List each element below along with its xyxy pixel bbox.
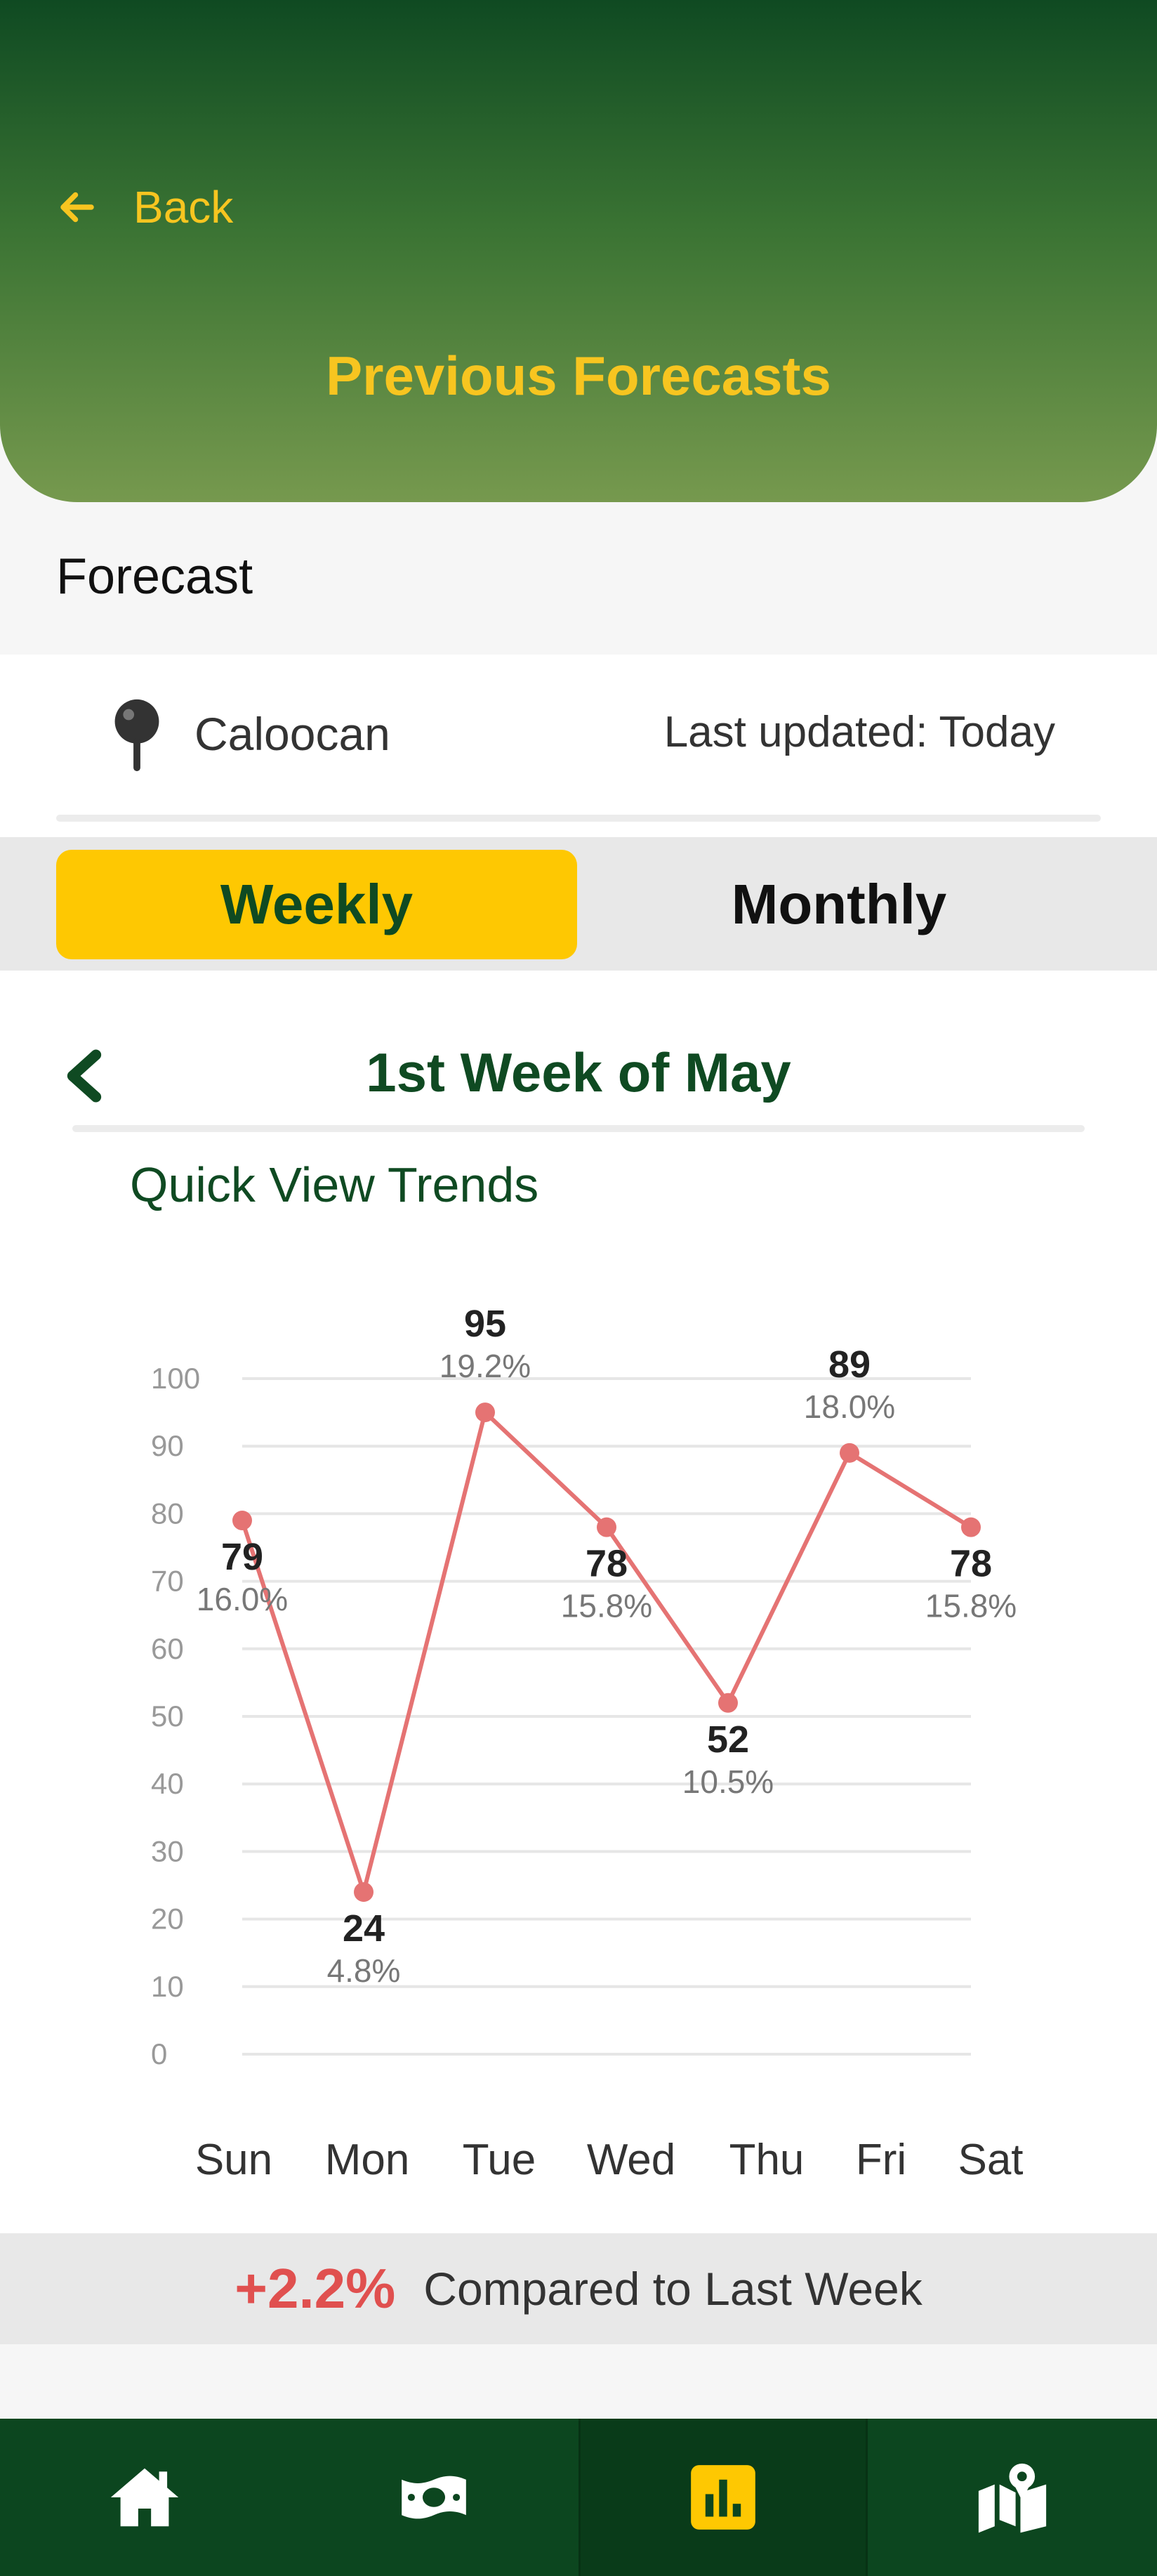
y-tick-label: 30 bbox=[151, 1834, 184, 1867]
week-navigator: 1st Week of May bbox=[0, 1013, 1157, 1139]
data-value-label: 95 bbox=[464, 1303, 506, 1345]
data-point bbox=[232, 1511, 252, 1531]
data-value-label: 78 bbox=[950, 1543, 992, 1585]
x-tick-label: Tue bbox=[463, 2136, 536, 2184]
data-value-label: 79 bbox=[221, 1536, 263, 1578]
nav-map[interactable] bbox=[868, 2419, 1157, 2576]
nav-home[interactable] bbox=[0, 2419, 289, 2576]
period-tabs: Weekly Monthly bbox=[0, 837, 1157, 971]
chart-title: Quick View Trends bbox=[130, 1157, 539, 1212]
data-percent-label: 15.8% bbox=[925, 1588, 1017, 1624]
data-percent-label: 15.8% bbox=[561, 1588, 652, 1624]
data-point bbox=[354, 1882, 373, 1903]
section-label: Forecast bbox=[56, 548, 253, 605]
data-value-label: 89 bbox=[828, 1343, 871, 1386]
data-point bbox=[840, 1443, 859, 1463]
location-row: Caloocan Last updated: Today bbox=[0, 655, 1157, 817]
tab-weekly[interactable]: Weekly bbox=[56, 850, 577, 959]
y-tick-label: 60 bbox=[151, 1632, 184, 1665]
page-title: Previous Forecasts bbox=[326, 345, 831, 407]
y-tick-label: 90 bbox=[151, 1429, 184, 1462]
data-point bbox=[475, 1402, 495, 1423]
forecast-card: Caloocan Last updated: Today Weekly Mont… bbox=[0, 655, 1157, 2344]
divider bbox=[72, 1125, 1085, 1132]
y-tick-label: 10 bbox=[151, 1970, 184, 2003]
comparison-bar: +2.2% Compared to Last Week bbox=[0, 2233, 1157, 2344]
y-tick-label: 100 bbox=[151, 1362, 200, 1395]
data-value-label: 24 bbox=[343, 1907, 385, 1950]
y-tick-label: 40 bbox=[151, 1767, 184, 1800]
home-icon bbox=[110, 2468, 179, 2527]
data-point bbox=[597, 1517, 616, 1537]
x-tick-label: Thu bbox=[729, 2136, 805, 2184]
nav-money[interactable] bbox=[289, 2419, 578, 2576]
header: Back Previous Forecasts bbox=[0, 0, 1157, 502]
data-point bbox=[961, 1517, 981, 1537]
y-tick-label: 50 bbox=[151, 1700, 184, 1733]
x-tick-label: Mon bbox=[325, 2136, 410, 2184]
back-label: Back bbox=[133, 182, 234, 232]
bottom-nav bbox=[0, 2419, 1157, 2576]
chevron-left-icon[interactable] bbox=[60, 1048, 109, 1104]
nav-forecast[interactable] bbox=[578, 2419, 868, 2576]
location-name: Caloocan bbox=[194, 708, 390, 760]
tab-monthly[interactable]: Monthly bbox=[731, 873, 947, 935]
arrow-left-icon bbox=[60, 192, 94, 223]
data-value-label: 52 bbox=[707, 1719, 749, 1761]
trend-line bbox=[240, 1410, 972, 1895]
x-tick-label: Fri bbox=[856, 2136, 906, 2184]
y-tick-label: 0 bbox=[151, 2037, 167, 2070]
y-tick-label: 70 bbox=[151, 1565, 184, 1598]
x-tick-label: Wed bbox=[587, 2136, 675, 2184]
pin-icon bbox=[114, 699, 159, 772]
change-percent: +2.2% bbox=[234, 2257, 396, 2320]
data-percent-label: 4.8% bbox=[327, 1952, 401, 1989]
map-icon bbox=[978, 2463, 1047, 2533]
y-tick-label: 20 bbox=[151, 1903, 184, 1936]
data-percent-label: 19.2% bbox=[439, 1348, 531, 1384]
money-icon bbox=[402, 2476, 466, 2519]
y-tick-label: 80 bbox=[151, 1497, 184, 1530]
data-percent-label: 16.0% bbox=[197, 1581, 288, 1617]
chart-icon bbox=[691, 2465, 755, 2530]
back-button[interactable]: Back bbox=[56, 176, 233, 239]
data-value-label: 78 bbox=[586, 1543, 628, 1585]
data-percent-label: 18.0% bbox=[804, 1388, 895, 1425]
x-tick-label: Sun bbox=[195, 2136, 272, 2184]
week-title: 1st Week of May bbox=[366, 1041, 791, 1103]
data-percent-label: 10.5% bbox=[682, 1763, 774, 1800]
last-updated: Last updated: Today bbox=[663, 708, 1055, 756]
x-tick-label: Sat bbox=[958, 2136, 1023, 2184]
data-point bbox=[718, 1693, 738, 1713]
comparison-text: Compared to Last Week bbox=[423, 2263, 923, 2315]
divider bbox=[56, 815, 1101, 822]
